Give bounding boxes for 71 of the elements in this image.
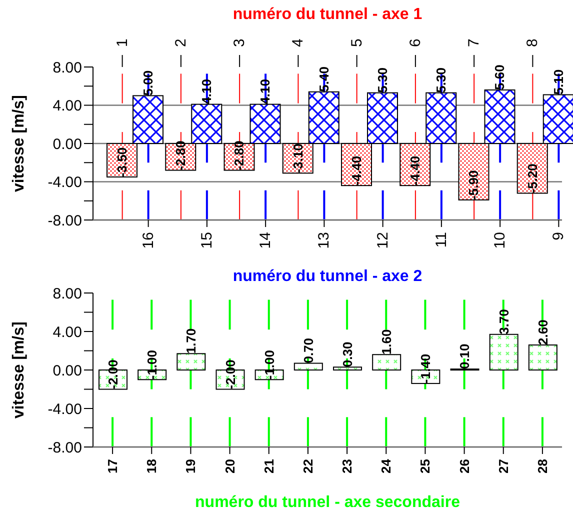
data-label: 5.10 — [550, 69, 566, 95]
data-label: 0.10 — [457, 344, 472, 370]
x2-axis-title: numéro du tunnel - axe 1 — [232, 6, 424, 24]
data-label: 1.60 — [379, 329, 394, 355]
x-tick-label: 9 — [550, 232, 568, 240]
x-tick-label: 18 — [144, 459, 160, 474]
data-label: -1.40 — [418, 354, 434, 384]
x2-tick-label: 1 — [114, 38, 131, 47]
x2-tick-label: 6 — [406, 38, 424, 47]
data-label: 4.10 — [199, 78, 214, 104]
data-label: 0.30 — [340, 342, 355, 368]
x-tick-label: 19 — [183, 459, 198, 474]
x-tick-label: 15 — [198, 232, 216, 249]
x-tick-label: 23 — [340, 459, 355, 474]
x-tick-label: 16 — [140, 232, 157, 249]
data-label: -2.80 — [173, 140, 188, 170]
y-tick-label: -8.00 — [48, 439, 82, 456]
x-tick-label: 20 — [222, 459, 238, 474]
y-tick-label: -4.00 — [48, 174, 82, 192]
x-axis-title: numéro du tunnel - axe 2 — [232, 268, 424, 286]
data-label: 5.30 — [375, 68, 390, 93]
x2-tick-label: 4 — [290, 38, 307, 47]
data-label: -1.00 — [144, 350, 160, 380]
data-label: 4.10 — [258, 78, 273, 104]
x-tick-label: 28 — [534, 459, 550, 474]
data-label: -3.10 — [290, 144, 306, 174]
x-tick-label: 24 — [378, 458, 394, 474]
x-tick-label: 26 — [456, 459, 472, 474]
y-tick-label: 4.00 — [52, 324, 82, 341]
data-label: -2.00 — [222, 360, 238, 390]
y-tick-label: -8.00 — [48, 212, 82, 230]
y-axis-title: vitesse [m/s] — [10, 95, 28, 192]
data-label: 5.00 — [140, 70, 156, 96]
x-tick-label: 13 — [316, 232, 333, 249]
y-tick-label: -4.00 — [48, 400, 82, 418]
data-label: -5.20 — [524, 164, 540, 194]
data-label: -1.00 — [262, 350, 277, 380]
x-tick-label: 25 — [418, 459, 433, 474]
data-label: -3.50 — [114, 147, 130, 177]
x2-tick-label: 7 — [466, 38, 483, 47]
data-label: 5.40 — [316, 66, 332, 92]
x-tick-label: 17 — [105, 459, 120, 474]
data-label: 3.70 — [496, 309, 512, 334]
data-label: -4.40 — [349, 156, 364, 186]
x2-tick-label: 3 — [231, 38, 248, 47]
x-tick-label: 12 — [374, 232, 392, 249]
data-label: 2.60 — [535, 320, 550, 345]
data-label: 5.30 — [434, 68, 449, 93]
x2-tick-label: 2 — [172, 38, 190, 47]
y-tick-label: 4.00 — [52, 98, 82, 115]
data-label: -2.00 — [106, 360, 120, 390]
x2-tick-label: 8 — [524, 38, 542, 47]
data-label: 5.60 — [492, 64, 508, 90]
data-label: 0.70 — [300, 338, 316, 364]
x2-tick-label: 5 — [348, 38, 366, 47]
y-tick-label: 8.00 — [52, 285, 82, 302]
y-axis-title: vitesse [m/s] — [10, 322, 28, 418]
x-axis-title: numéro du tunnel - axe secondaire — [194, 494, 461, 511]
data-label: -5.90 — [466, 170, 482, 200]
x-tick-label: 14 — [257, 232, 274, 249]
x-tick-label: 10 — [492, 232, 509, 249]
y-tick-label: 0.00 — [52, 136, 82, 153]
x-tick-label: 21 — [261, 459, 276, 474]
x-tick-label: 11 — [432, 232, 450, 248]
data-label: -4.40 — [408, 156, 423, 186]
y-tick-label: 0.00 — [52, 362, 82, 380]
x-tick-label: 27 — [496, 459, 511, 474]
y-tick-label: 8.00 — [52, 59, 82, 76]
data-label: 1.70 — [184, 328, 199, 354]
data-label: -2.80 — [232, 140, 247, 170]
x-tick-label: 22 — [300, 459, 316, 474]
